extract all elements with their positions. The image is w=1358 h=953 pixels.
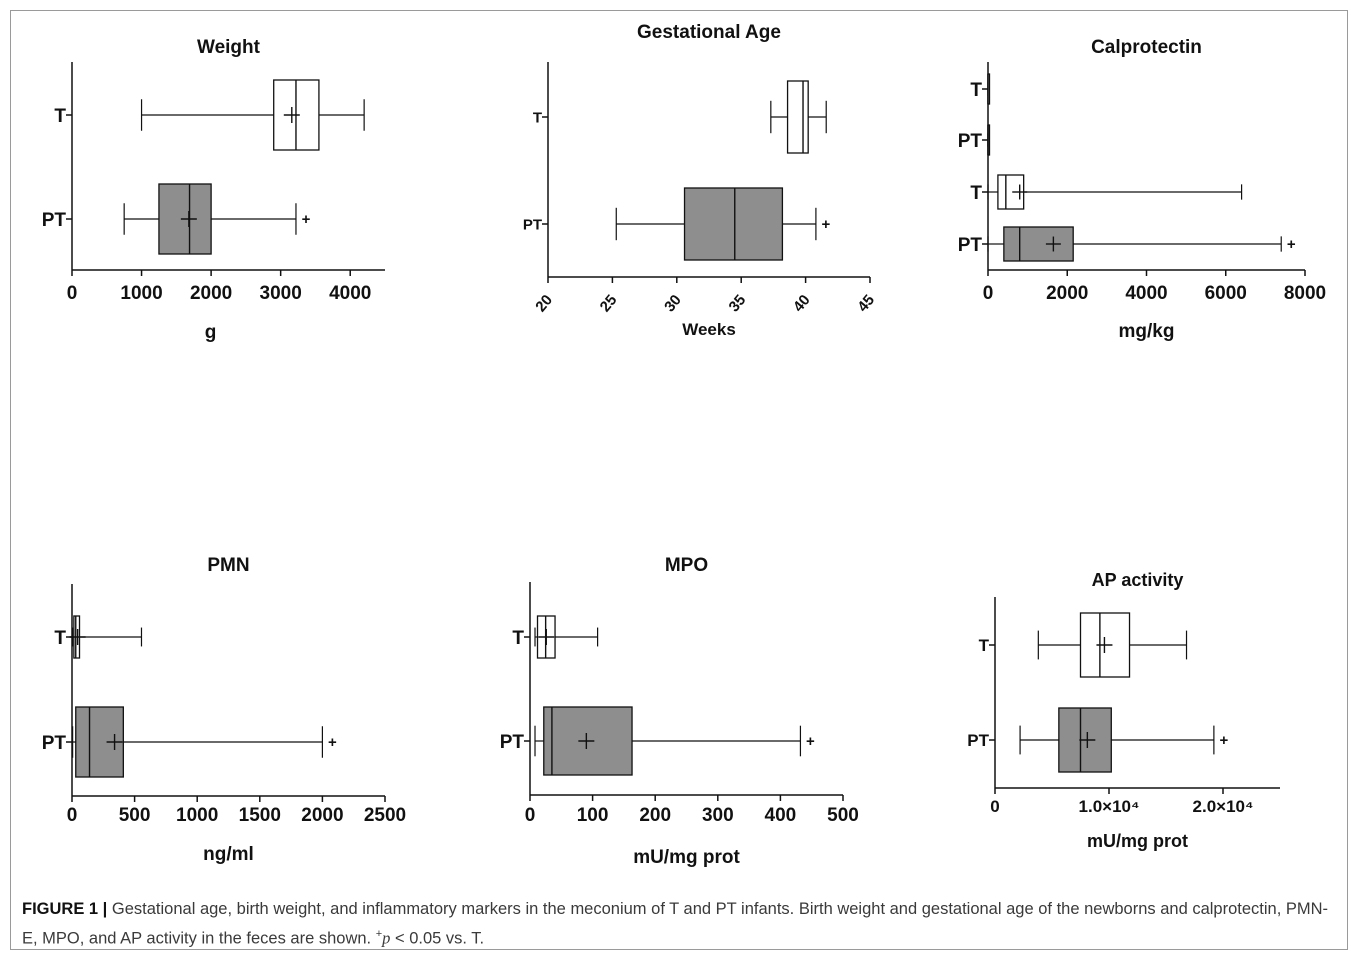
iqr-box: [786, 80, 809, 154]
chart-panel-0: Weight 0 1000 2000 3000 4000 g T PT +: [42, 37, 385, 343]
category-label: PT: [958, 235, 983, 256]
iqr-box: [75, 706, 124, 778]
x-tick-label: 2000: [190, 283, 232, 304]
chart-panel-3: PMN 0 500 1000 1500 2000 2500 ng/ml T PT +: [42, 555, 406, 865]
x-tick-label: 25: [597, 292, 621, 316]
category-label: PT: [42, 210, 67, 231]
box-pt-1: PT: [958, 124, 991, 156]
chart-title: MPO: [665, 555, 708, 576]
box-pt-1: PT +: [42, 706, 337, 778]
box-pt-1: PT +: [967, 707, 1228, 773]
box-t-2: T: [970, 174, 1243, 210]
significance-marker: +: [328, 734, 337, 751]
box-t-0: T: [54, 615, 143, 659]
box-pt-3: PT +: [958, 226, 1296, 262]
x-tick-label: 2000: [1046, 283, 1088, 304]
box-pt-1: PT +: [523, 187, 831, 261]
x-tick-label: 0: [67, 805, 78, 826]
category-label: T: [512, 628, 524, 649]
chart-title: Gestational Age: [637, 22, 781, 43]
x-tick-label: 6000: [1205, 283, 1247, 304]
iqr-box: [1003, 226, 1074, 262]
x-tick-label: 0: [525, 805, 536, 826]
box-t-0: T: [512, 615, 599, 659]
x-axis-label: Weeks: [682, 320, 736, 339]
category-label: T: [979, 636, 990, 655]
category-label: T: [54, 106, 66, 127]
box-pt-1: PT +: [500, 706, 815, 776]
category-label: T: [54, 628, 66, 649]
x-tick-label: 200: [639, 805, 671, 826]
chart-title: AP activity: [1092, 570, 1184, 590]
category-label: T: [970, 183, 982, 204]
x-tick-label: 30: [661, 292, 685, 316]
x-tick-label: 2.0×10⁴: [1193, 797, 1254, 816]
significance-marker: +: [806, 733, 815, 750]
x-tick-label: 2500: [364, 805, 406, 826]
x-tick-label: 500: [827, 805, 859, 826]
x-tick-label: 1000: [120, 283, 162, 304]
x-tick-label: 8000: [1284, 283, 1326, 304]
x-axis-label: mg/kg: [1119, 321, 1175, 342]
caption-label: FIGURE 1 |: [22, 900, 108, 918]
iqr-box: [683, 187, 784, 261]
chart-panel-5: AP activity 0 1.0×10⁴ 2.0×10⁴ mU/mg prot T PT +: [967, 570, 1280, 851]
figure-frame: [10, 10, 1348, 950]
x-tick-label: 3000: [260, 283, 302, 304]
x-tick-label: 0: [990, 797, 999, 816]
x-tick-label: 0: [67, 283, 78, 304]
category-label: PT: [42, 733, 67, 754]
x-tick-label: 300: [702, 805, 734, 826]
chart-title: Calprotectin: [1091, 37, 1202, 58]
chart-panel-4: MPO 0 100 200 300 400 500 mU/mg prot T PT +: [500, 555, 859, 868]
x-tick-label: 0: [983, 283, 994, 304]
x-tick-label: 400: [765, 805, 797, 826]
x-tick-label: 4000: [329, 283, 371, 304]
category-label: PT: [967, 731, 989, 750]
chart-title: Weight: [197, 37, 261, 58]
significance-marker: +: [1219, 732, 1228, 749]
caption-text: Gestational age, birth weight, and infla…: [22, 900, 1329, 948]
x-axis-label: g: [205, 322, 217, 343]
category-label: PT: [500, 732, 525, 753]
box-t-0: T: [970, 73, 991, 105]
caption-p-text: < 0.05 vs. T.: [390, 929, 485, 948]
x-axis-label: mU/mg prot: [1087, 831, 1188, 851]
figure-caption: FIGURE 1 | Gestational age, birth weight…: [22, 897, 1337, 952]
box-pt-1: PT +: [42, 183, 311, 255]
significance-marker: +: [1287, 236, 1296, 253]
x-tick-label: 4000: [1125, 283, 1167, 304]
category-label: PT: [523, 216, 542, 233]
chart-title: PMN: [207, 555, 249, 576]
x-tick-label: 1.0×10⁴: [1079, 797, 1140, 816]
x-axis-label: mU/mg prot: [633, 847, 740, 868]
x-tick-label: 500: [119, 805, 151, 826]
x-tick-label: 1500: [239, 805, 281, 826]
category-label: T: [533, 109, 542, 126]
x-tick-label: 45: [854, 292, 878, 316]
chart-panel-2: Calprotectin 0 2000 4000 6000 8000 mg/kg T PT T PT…: [958, 37, 1326, 342]
chart-panel-1: Gestational Age 20 25 30 35 40 45 Weeks T PT +: [523, 22, 878, 339]
x-tick-label: 35: [726, 292, 750, 316]
x-tick-label: 1000: [176, 805, 218, 826]
x-tick-label: 40: [790, 292, 814, 316]
box-t-0: T: [533, 80, 827, 154]
significance-marker: +: [302, 211, 311, 228]
x-tick-label: 100: [577, 805, 609, 826]
significance-marker: +: [822, 216, 831, 233]
x-tick-label: 2000: [301, 805, 343, 826]
x-tick-label: 20: [532, 292, 556, 316]
x-axis-label: ng/ml: [203, 844, 254, 865]
box-t-0: T: [979, 612, 1188, 678]
caption-sig-marker: +: [375, 928, 383, 940]
caption-p-symbol: p: [382, 928, 391, 948]
category-label: PT: [958, 131, 983, 152]
box-t-0: T: [54, 79, 365, 151]
category-label: T: [970, 80, 982, 101]
